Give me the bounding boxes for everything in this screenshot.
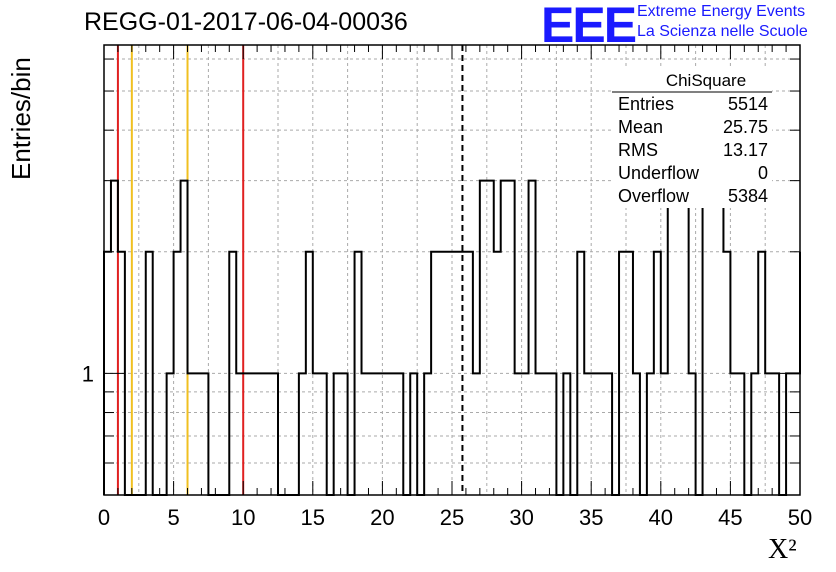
chart-title: REGG-01-2017-06-04-00036 [84,8,408,36]
x-tick-label: 25 [440,505,464,530]
x-tick-label: 50 [788,505,812,530]
y-tick-label: 1 [82,361,94,386]
stats-value: 5384 [728,186,768,206]
stats-box [612,68,772,208]
x-tick-label: 20 [370,505,394,530]
x-tick-label: 30 [509,505,533,530]
logo-text-line1: Extreme Energy Events [637,3,806,20]
x-tick-label: 40 [649,505,673,530]
stats-label: Entries [618,94,674,114]
x-tick-label: 10 [231,505,255,530]
x-tick-label: 35 [579,505,603,530]
x-tick-label: 5 [167,505,179,530]
x-tick-label: 15 [301,505,325,530]
stats-label: Overflow [618,186,690,206]
stats-label: Mean [618,117,663,137]
eee-logo: EEE [541,0,637,53]
stats-value: 25.75 [723,117,768,137]
x-tick-label: 0 [98,505,110,530]
stats-value: 13.17 [723,140,768,160]
stats-title: ChiSquare [666,71,746,90]
stats-value: 0 [758,163,768,183]
x-axis-label: X² [768,534,797,565]
x-tick-label: 45 [718,505,742,530]
stats-value: 5514 [728,94,768,114]
logo-text-line2: La Scienza nelle Scuole [637,23,808,40]
stats-label: Underflow [618,163,700,183]
stats-label: RMS [618,140,658,160]
